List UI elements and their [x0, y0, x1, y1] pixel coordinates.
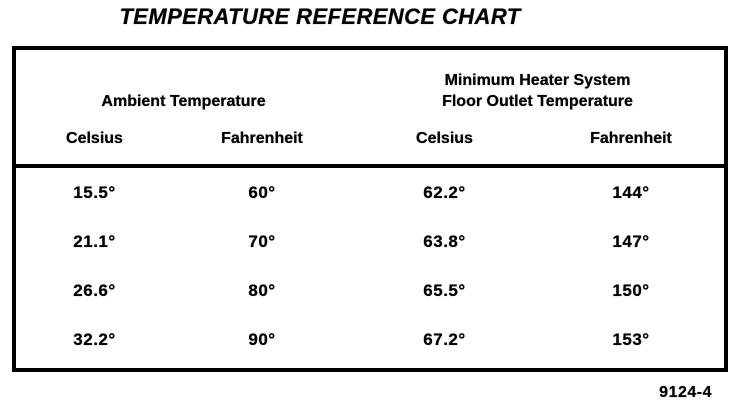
table-cell: 70° [248, 231, 276, 251]
table-cell: 15.5° [73, 182, 116, 202]
table-cell: 65.5° [423, 280, 466, 300]
table-cell: 90° [248, 329, 276, 349]
table-row: 21.1° 70° 63.8° 147° [16, 217, 724, 266]
column-header-ambient-celsius: Celsius [66, 130, 123, 147]
column-header-heater-celsius: Celsius [416, 130, 473, 147]
table-cell: 60° [248, 182, 276, 202]
table-body: 15.5° 60° 62.2° 144° 21.1° 70° 63.8° 147… [16, 168, 724, 364]
table-cell: 63.8° [423, 231, 466, 251]
column-group-ambient-label: Ambient Temperature [101, 93, 266, 111]
table-cell: 147° [612, 231, 650, 251]
column-header-ambient-fahrenheit: Fahrenheit [221, 130, 303, 147]
table-cell: 150° [612, 280, 650, 300]
table-cell: 144° [612, 182, 650, 202]
table-row: 32.2° 90° 67.2° 153° [16, 315, 724, 364]
table-cell: 32.2° [73, 329, 116, 349]
column-group-ambient: Ambient Temperature [16, 92, 351, 114]
table-cell: 80° [248, 280, 276, 300]
header-divider [16, 164, 724, 168]
table-cell: 153° [612, 329, 650, 349]
column-header-heater-fahrenheit: Fahrenheit [590, 130, 672, 147]
page-title: TEMPERATURE REFERENCE CHART [119, 4, 521, 29]
table-row: 26.6° 80° 65.5° 150° [16, 266, 724, 315]
column-group-heater: Minimum Heater System Floor Outlet Tempe… [351, 71, 724, 114]
temperature-reference-table: Ambient Temperature Minimum Heater Syste… [12, 46, 728, 372]
figure-number: 9124-4 [659, 384, 712, 401]
column-group-heater-label-line1: Minimum Heater System [444, 72, 631, 90]
table-cell: 67.2° [423, 329, 466, 349]
column-group-row: Ambient Temperature Minimum Heater Syste… [16, 60, 724, 114]
table-cell: 62.2° [423, 182, 466, 202]
column-group-heater-label-line2: Floor Outlet Temperature [442, 93, 633, 111]
table-header: Ambient Temperature Minimum Heater Syste… [16, 50, 724, 164]
table-cell: 21.1° [73, 231, 116, 251]
table-cell: 26.6° [73, 280, 116, 300]
table-row: 15.5° 60° 62.2° 144° [16, 168, 724, 217]
column-header-row: Celsius Fahrenheit Celsius Fahrenheit [16, 114, 724, 164]
